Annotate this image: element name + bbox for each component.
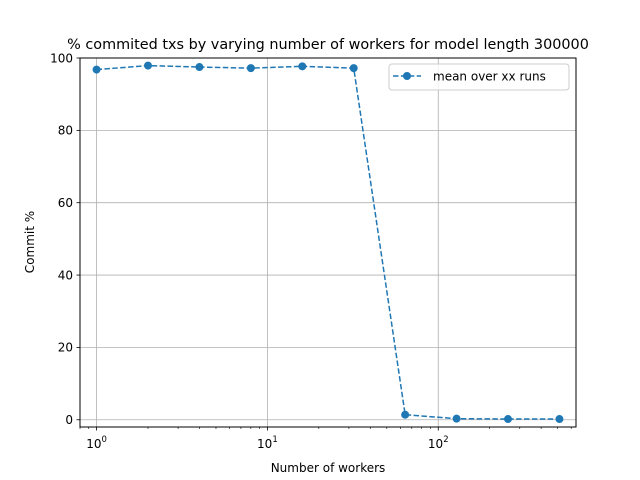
x-axis-label: Number of workers [271,461,386,475]
x-tick-base: 10 [86,437,101,451]
data-point [555,415,564,424]
x-tick-base: 10 [257,437,272,451]
y-tick-label: 0 [65,413,73,427]
chart-title: % commited txs by varying number of work… [67,37,589,53]
series-line [96,64,560,420]
x-tick-exponent: 1 [272,435,277,445]
x-tick-label: 101 [257,435,278,451]
y-tick-label: 40 [58,268,73,282]
y-axis-label: Commit % [23,211,37,273]
data-point [504,415,513,424]
x-tick-base: 10 [428,437,443,451]
data-point [143,61,152,70]
data-point [349,64,358,73]
x-tick-label: 102 [428,435,449,451]
x-tick-label: 100 [86,435,107,451]
data-point [401,410,410,419]
data-point [452,414,461,423]
x-tick-exponent: 2 [443,435,448,445]
legend-marker-sample [403,72,411,80]
x-axis-ticks: 100 101 102 [79,427,572,451]
data-point [92,65,101,74]
legend: mean over xx runs [388,63,570,91]
y-axis-ticks: 0 20 40 60 80 100 [50,51,80,427]
data-point [195,63,204,72]
data-point [298,62,307,71]
x-tick-exponent: 0 [101,435,106,445]
legend-entry-label: mean over xx runs [433,70,546,84]
legend-box [388,63,570,91]
y-tick-label: 100 [50,51,73,65]
y-tick-label: 20 [58,341,73,355]
plot-frame [79,57,577,428]
y-tick-label: 80 [58,124,73,138]
data-point [246,64,255,73]
series-layer [92,61,564,424]
y-tick-label: 60 [58,196,73,210]
